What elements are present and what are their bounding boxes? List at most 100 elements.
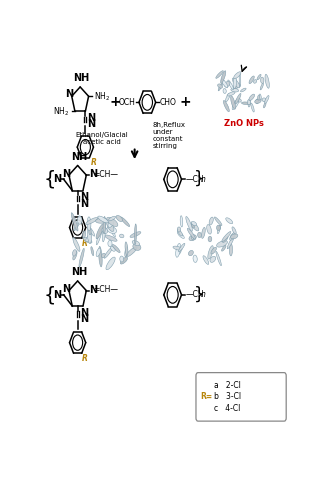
Text: —CH: —CH <box>186 175 204 184</box>
Text: $\}$: $\}$ <box>193 284 203 304</box>
Ellipse shape <box>192 234 194 240</box>
Ellipse shape <box>119 234 124 238</box>
Ellipse shape <box>177 227 181 232</box>
Text: +: + <box>180 96 191 110</box>
Ellipse shape <box>120 217 130 226</box>
Ellipse shape <box>102 222 106 242</box>
Text: N: N <box>62 169 70 179</box>
Ellipse shape <box>134 224 136 244</box>
Ellipse shape <box>256 99 259 103</box>
Ellipse shape <box>262 98 266 102</box>
Text: N: N <box>80 314 88 324</box>
Ellipse shape <box>73 250 77 256</box>
Text: a   2-Cl: a 2-Cl <box>215 381 241 390</box>
Text: Ethanol/Glacial
acetic acid: Ethanol/Glacial acetic acid <box>75 132 128 145</box>
Ellipse shape <box>248 100 250 105</box>
Ellipse shape <box>238 98 241 102</box>
Ellipse shape <box>232 98 239 110</box>
Ellipse shape <box>132 240 140 246</box>
Ellipse shape <box>209 217 213 225</box>
Ellipse shape <box>191 224 195 228</box>
Text: $\{$: $\{$ <box>43 168 55 190</box>
Ellipse shape <box>227 92 235 96</box>
Ellipse shape <box>265 96 269 104</box>
Text: =CH—: =CH— <box>93 286 118 294</box>
Ellipse shape <box>217 225 221 234</box>
Ellipse shape <box>125 242 128 256</box>
Ellipse shape <box>96 228 102 245</box>
Ellipse shape <box>189 235 196 240</box>
Ellipse shape <box>77 216 82 224</box>
Ellipse shape <box>99 246 102 267</box>
Ellipse shape <box>210 256 216 262</box>
Ellipse shape <box>188 250 193 256</box>
Ellipse shape <box>108 240 112 246</box>
Ellipse shape <box>98 216 108 223</box>
Ellipse shape <box>96 248 101 256</box>
Ellipse shape <box>208 236 212 242</box>
Ellipse shape <box>201 228 205 238</box>
Text: N: N <box>62 284 70 294</box>
Ellipse shape <box>239 73 241 86</box>
Ellipse shape <box>112 244 120 252</box>
Ellipse shape <box>230 232 235 240</box>
Text: R: R <box>82 239 88 248</box>
Ellipse shape <box>255 99 261 103</box>
Ellipse shape <box>88 226 92 244</box>
Ellipse shape <box>73 238 80 252</box>
Ellipse shape <box>187 228 196 239</box>
Ellipse shape <box>107 217 118 226</box>
Ellipse shape <box>258 95 261 100</box>
Ellipse shape <box>79 248 84 267</box>
Text: R=: R= <box>200 392 212 402</box>
Text: N: N <box>87 118 95 128</box>
Ellipse shape <box>177 230 183 236</box>
Ellipse shape <box>178 232 184 238</box>
Ellipse shape <box>71 212 78 231</box>
Ellipse shape <box>87 217 91 231</box>
Text: N: N <box>65 90 73 100</box>
Text: +: + <box>110 96 121 110</box>
Ellipse shape <box>227 236 234 249</box>
Ellipse shape <box>173 246 182 250</box>
Ellipse shape <box>216 252 221 266</box>
Text: N: N <box>80 192 88 202</box>
Ellipse shape <box>86 218 98 224</box>
Ellipse shape <box>253 80 257 83</box>
Ellipse shape <box>216 225 220 230</box>
Ellipse shape <box>191 222 197 226</box>
Text: $\{$: $\{$ <box>43 284 55 306</box>
Ellipse shape <box>215 217 222 226</box>
Ellipse shape <box>223 88 226 94</box>
Ellipse shape <box>222 246 226 251</box>
Text: N: N <box>80 308 88 318</box>
Ellipse shape <box>222 232 231 241</box>
Ellipse shape <box>218 83 223 91</box>
Ellipse shape <box>216 240 228 247</box>
Ellipse shape <box>91 246 94 256</box>
Text: NH$_2$: NH$_2$ <box>94 90 110 102</box>
Ellipse shape <box>241 88 246 92</box>
Ellipse shape <box>265 74 269 88</box>
Ellipse shape <box>106 257 115 270</box>
Ellipse shape <box>73 251 77 260</box>
Ellipse shape <box>248 100 250 107</box>
Ellipse shape <box>104 247 112 258</box>
Ellipse shape <box>120 257 128 264</box>
Ellipse shape <box>233 84 241 88</box>
Ellipse shape <box>226 94 230 102</box>
Ellipse shape <box>257 74 261 80</box>
Text: N: N <box>90 285 98 295</box>
Text: OCH: OCH <box>118 98 135 107</box>
Ellipse shape <box>89 227 95 236</box>
Ellipse shape <box>130 232 141 237</box>
Ellipse shape <box>249 94 255 100</box>
Ellipse shape <box>107 226 116 234</box>
Text: NH$_2$: NH$_2$ <box>53 105 69 118</box>
Ellipse shape <box>83 238 92 243</box>
Ellipse shape <box>89 228 91 235</box>
Text: N: N <box>87 114 95 124</box>
Text: N: N <box>53 174 61 184</box>
Ellipse shape <box>186 216 193 231</box>
Ellipse shape <box>103 216 106 234</box>
